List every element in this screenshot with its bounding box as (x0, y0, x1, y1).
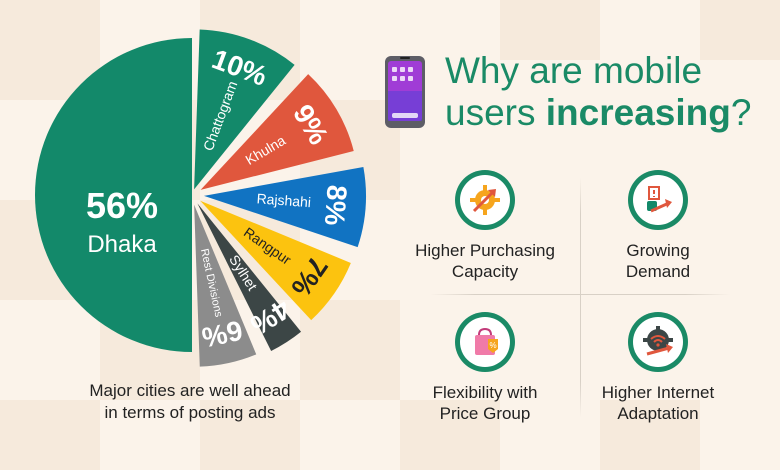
wifi-gear-icon (628, 312, 688, 372)
title-line-2-start: users (445, 92, 546, 133)
slice-percent-label: 8% (319, 184, 353, 227)
feature-4-label-2: Adaptation (617, 404, 699, 423)
slice-rangpur (200, 200, 351, 321)
grid-divider-vertical (580, 178, 581, 418)
feature-2-label-1: Growing (626, 241, 690, 260)
grid-divider-horizontal (430, 294, 730, 295)
title-bold-word: increasing (545, 92, 731, 133)
slice-khulna (200, 74, 354, 190)
slice-name-label: Rajshahi (256, 190, 311, 210)
feature-internet-adaptation: Higher Internet Adaptation (568, 312, 748, 424)
slice-name-label: Dhaka (87, 231, 157, 258)
feature-growing-demand: Growing Demand (568, 170, 748, 282)
slice-rest-divisions (194, 204, 257, 367)
svg-text:%: % (489, 341, 496, 350)
feature-price-group: % Flexibility with Price Group (395, 312, 575, 424)
title-line-2: users increasing? (445, 92, 751, 134)
slice-dhaka (35, 38, 192, 352)
title-line-1: Why are mobile (445, 50, 703, 91)
title-question-mark: ? (730, 92, 752, 133)
slice-percent-label: 56% (86, 185, 158, 226)
feature-2-label-2: Demand (625, 262, 691, 281)
slice-rajshahi (203, 166, 366, 248)
caption-line-1: Major cities are well ahead (89, 381, 291, 400)
gear-arrow-icon (455, 170, 515, 230)
feature-purchasing-capacity: Higher Purchasing Capacity (395, 170, 575, 282)
feature-3-label-2: Price Group (439, 404, 531, 423)
chart-caption: Major cities are well ahead in terms of … (40, 380, 340, 424)
feature-4-label-1: Higher Internet (601, 383, 715, 402)
feature-3-label-1: Flexibility with (432, 383, 538, 402)
growth-arrow-icon (628, 170, 688, 230)
shopping-bag-percent-icon: % (455, 312, 515, 372)
division-pie-chart: 10%Chattogram 9%Khulna8%Rajshahi7%Rangpur… (35, 29, 366, 367)
smartphone-icon (385, 56, 425, 128)
slice-chattogram (194, 29, 295, 190)
caption-line-2: in terms of posting ads (104, 403, 276, 422)
feature-1-label-1: Higher Purchasing (415, 241, 555, 260)
feature-1-label-2: Capacity (451, 262, 519, 281)
slice-sylhet (197, 203, 302, 352)
page-title: Why are mobile users increasing? (445, 50, 751, 134)
